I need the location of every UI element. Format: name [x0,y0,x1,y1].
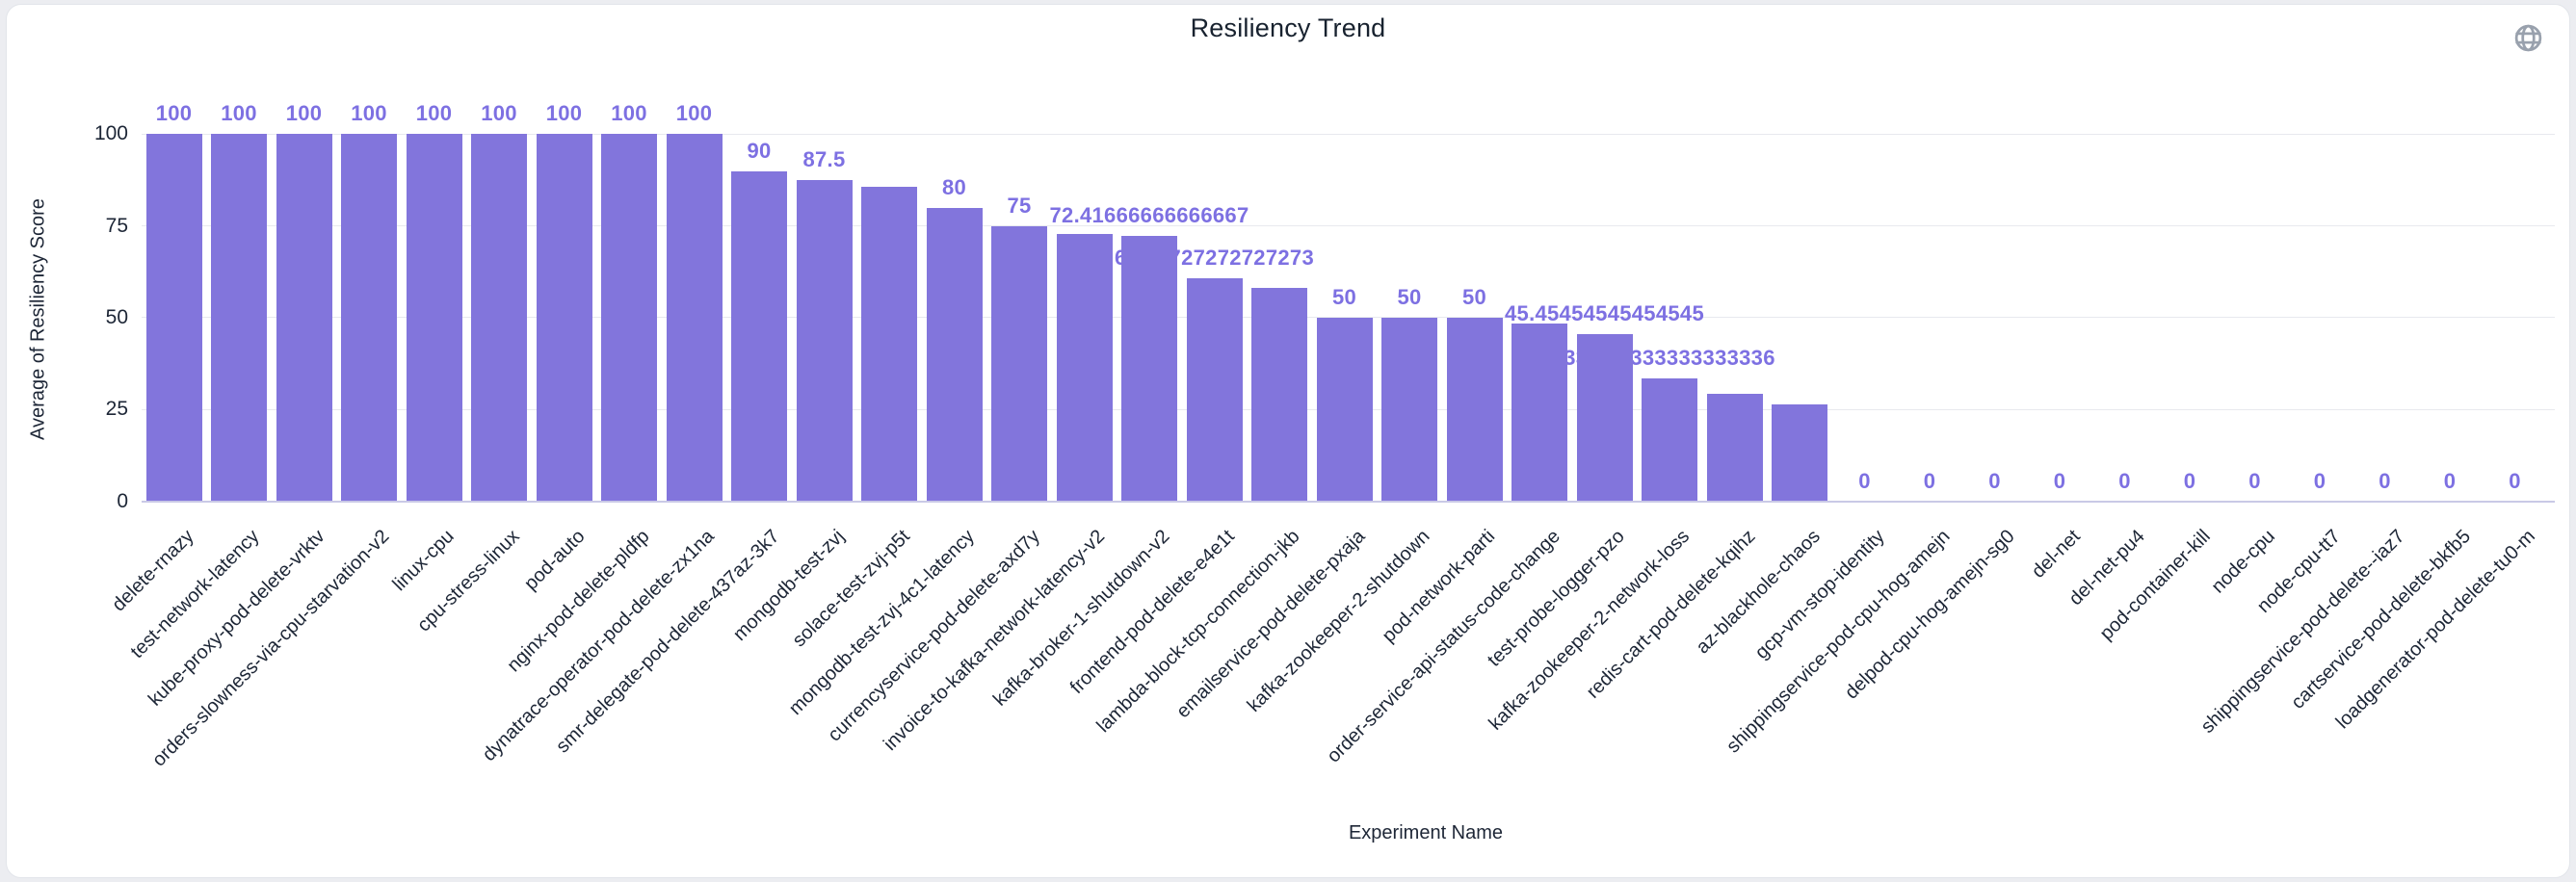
bar[interactable] [1576,334,1633,502]
bar-value-label: 0 [1988,468,2001,493]
bar-value-label: 72.41666666666667 [1049,202,1249,227]
bar[interactable] [406,134,462,502]
bar[interactable] [1316,317,1373,502]
bar-value-label: 0 [2443,468,2457,493]
bar-value-label: 50 [1397,284,1422,309]
gridline [142,133,2555,135]
bar-value-label: 0 [1858,468,1871,493]
bar[interactable] [1121,235,1177,502]
bar-value-label: 0 [2379,468,2391,493]
bar-value-label: 0 [2053,468,2066,493]
y-axis-tick-label: 100 [93,122,128,145]
bar-value-label: 100 [351,101,387,126]
bar-value-label: 50 [1331,284,1357,309]
gridline [142,225,2555,227]
bar[interactable] [145,134,202,502]
bar[interactable] [471,134,527,502]
bar[interactable] [1772,403,1827,502]
bar[interactable] [1642,378,1697,502]
bar-value-label: 0 [2118,468,2131,493]
y-axis-tick-label: 75 [105,214,128,237]
bar-value-label: 90 [747,138,772,163]
bar[interactable] [796,180,853,502]
bar-value-label: 0 [1923,468,1936,493]
bar-value-label: 100 [221,101,257,126]
bar[interactable] [601,134,657,502]
bar[interactable] [1381,317,1437,502]
bar[interactable] [1446,317,1503,502]
bar[interactable] [861,186,917,502]
bar[interactable] [731,170,787,502]
bar-value-label: 100 [545,101,583,126]
bar[interactable] [1706,394,1763,502]
bar[interactable] [536,134,592,502]
y-axis-tick-label: 50 [105,305,128,328]
page-title: Resiliency Trend [1190,13,1386,42]
bar-value-label: 87.5 [802,147,846,172]
bar-value-label: 0 [2509,468,2521,493]
bar[interactable] [1511,323,1567,502]
globe-icon[interactable] [2512,22,2544,54]
bar[interactable] [1056,234,1113,502]
bar-value-label: 100 [155,101,193,126]
bar-value-label: 0 [2313,468,2326,493]
bar[interactable] [276,134,332,502]
x-axis-line [142,500,2555,503]
bar-value-label: 75 [1007,193,1032,218]
bar-value-label: 100 [285,101,323,126]
bar-value-label: 100 [481,101,517,126]
bar-value-label: 80 [941,174,967,199]
bar-value-label: 100 [611,101,647,126]
x-axis-title: Experiment Name [1348,822,1504,843]
bar[interactable] [926,207,983,502]
bar-value-label: 45.45454545454545 [1505,301,1704,326]
y-axis-tick-label: 25 [105,398,128,421]
bar-value-label: 0 [2183,468,2196,493]
bar[interactable] [211,134,267,502]
bar[interactable] [1251,288,1307,502]
bar-value-label: 100 [415,101,453,126]
y-axis-tick-label: 0 [117,489,128,512]
bar-value-label: 100 [675,101,713,126]
bar[interactable] [341,134,397,502]
bar[interactable] [1186,278,1243,502]
bar[interactable] [991,225,1047,502]
bar-value-label: 50 [1461,284,1487,309]
bar-value-label: 0 [2248,468,2261,493]
bar[interactable] [666,134,723,502]
